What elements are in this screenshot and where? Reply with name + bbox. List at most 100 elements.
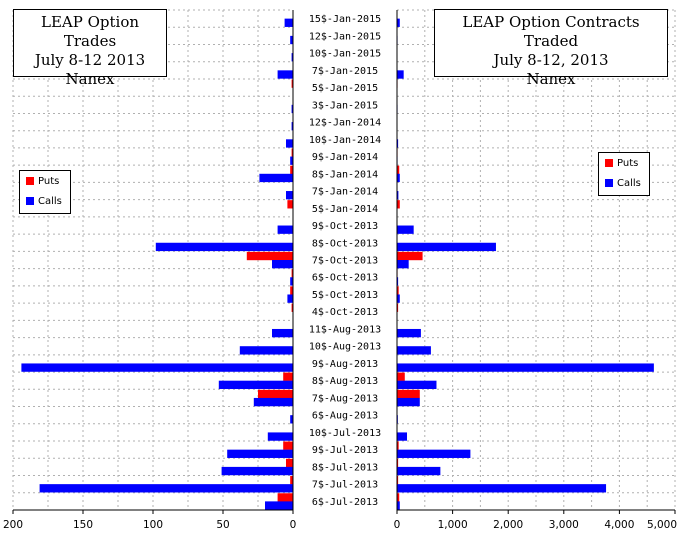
left-title-line-1: LEAP Option Trades [40,13,140,50]
legend-item-puts: Puts [20,171,70,191]
left-puts-bar [246,251,293,261]
left-calls-bar [21,363,294,372]
right-calls-bar [397,70,404,79]
category-label: 7$-Aug-2013 [312,393,378,404]
right-calls-bar [397,328,421,338]
left-calls-bar [277,70,293,79]
right-calls-bar [397,484,607,493]
right-calls-bar [397,363,654,372]
right-calls-bar [397,346,431,355]
right-puts-bar [397,389,420,399]
right-calls-bar [397,225,414,234]
legend-label-puts: Puts [38,175,60,187]
right-puts-bar [397,303,399,312]
legend-label-puts: Puts [617,157,639,169]
left-puts-bar [290,476,293,485]
left-tick-label: 150 [73,519,93,531]
right-calls-bar [397,191,399,200]
right-calls-bar [397,260,409,269]
legend-label-calls: Calls [617,177,641,189]
left-calls-bar [291,104,293,114]
category-label: 7$-Jan-2014 [312,187,378,198]
category-label: 4$-Oct-2013 [312,307,378,318]
left-calls-bar [155,242,293,252]
category-label: 9$-Aug-2013 [312,359,378,370]
left-calls-bar [291,122,293,131]
right-calls-bar [397,294,400,303]
left-tick-label: 50 [216,519,229,531]
left-calls-bar [272,328,293,338]
right-calls-bar [397,501,400,510]
right-tick-label: 0 [394,519,401,531]
left-calls-bar [287,294,293,303]
left-calls-bar [286,139,293,148]
category-label: 9$-Jul-2013 [312,445,378,456]
left-calls-bar [277,225,293,234]
category-label: 11$-Aug-2013 [309,324,381,335]
right-puts-bar [397,200,400,209]
left-calls-bar [253,397,293,407]
left-chart-title: LEAP Option Trades July 8-12 2013 Nanex [13,9,167,88]
category-label: 7$-Jan-2015 [312,66,378,77]
category-label: 8$-Jan-2014 [312,169,378,180]
category-label: 8$-Oct-2013 [312,238,378,249]
left-puts-bar [283,372,293,381]
category-label: 5$-Oct-2013 [312,290,378,301]
right-puts-bar [397,372,405,381]
calls-swatch [605,179,613,187]
left-calls-bar [39,484,293,493]
left-calls-bar [267,432,293,441]
left-calls-bar [291,53,293,62]
category-label: 9$-Oct-2013 [312,221,378,232]
left-calls-bar [221,466,293,476]
right-calls-bar [397,466,441,476]
category-label: 7$-Oct-2013 [312,256,378,267]
category-label: 5$-Jan-2014 [312,204,378,215]
right-calls-bar [397,139,399,148]
right-puts-bar [397,286,399,295]
category-label: 10$-Jan-2015 [309,49,381,60]
right-calls-bar [397,18,400,27]
right-title-line-3: Nanex [526,70,576,88]
left-calls-bar [218,380,293,390]
right-calls-bar [397,432,408,441]
left-calls-bar [272,260,293,269]
puts-swatch [605,159,613,167]
left-puts-bar [277,493,293,502]
category-label: 6$-Aug-2013 [312,411,378,422]
category-label: 8$-Jul-2013 [312,462,378,473]
left-calls-bar [227,449,293,458]
category-label: 10$-Jan-2014 [309,135,381,146]
right-tick-label: 3,000 [549,519,579,531]
category-label: 7$-Jul-2013 [312,480,378,491]
right-calls-bar [397,380,437,390]
legend-label-calls: Calls [38,195,62,207]
left-puts-bar [291,79,293,88]
right-tick-label: 5,000 [647,519,677,531]
left-calls-bar [259,173,293,183]
right-legend: Puts Calls [598,152,650,196]
right-puts-bar [397,458,399,468]
left-calls-bar [290,277,293,286]
left-puts-bar [283,441,293,450]
right-chart-title: LEAP Option Contracts Traded July 8-12, … [434,9,668,88]
legend-item-puts: Puts [599,153,649,173]
left-calls-bar [290,415,293,424]
right-puts-bar [397,251,423,261]
right-puts-bar [397,441,399,450]
right-calls-bar [397,449,471,458]
legend-item-calls: Calls [599,173,649,193]
category-label: 10$-Jul-2013 [309,428,381,439]
left-puts-bar [291,269,293,278]
left-calls-bar [284,18,293,27]
legend-item-calls: Calls [20,191,70,211]
left-tick-label: 0 [290,519,297,531]
left-calls-bar [290,156,293,165]
right-puts-bar [397,165,400,174]
left-title-line-2: July 8-12 2013 [34,51,146,69]
right-calls-bar [397,277,399,286]
left-calls-bar [265,501,293,510]
right-calls-bar [397,173,400,183]
right-puts-bar [397,476,399,485]
left-puts-bar [290,165,293,174]
